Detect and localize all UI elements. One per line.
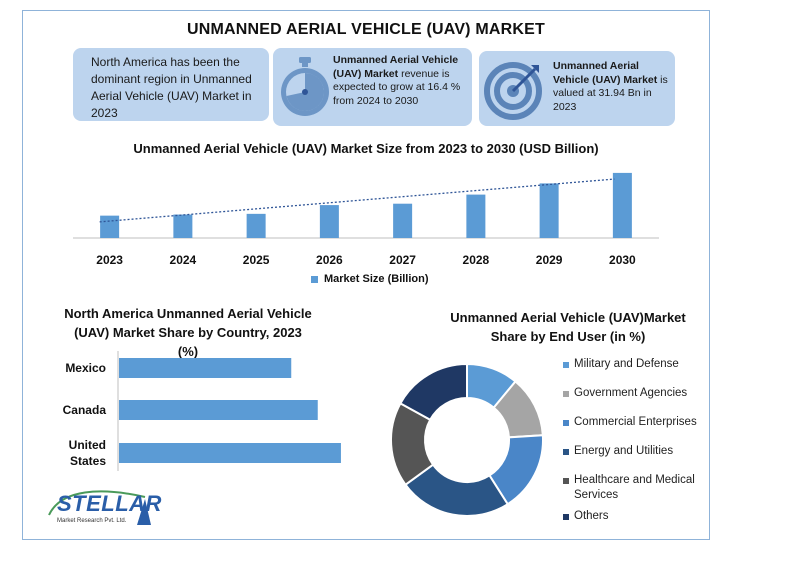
legend-label: Military and Defense bbox=[574, 358, 679, 370]
info-box-growth-text: Unmanned Aerial Vehicle (UAV) Market rev… bbox=[333, 54, 469, 108]
legend-swatch bbox=[563, 420, 569, 426]
info-box-region: North America has been the dominant regi… bbox=[73, 48, 269, 121]
bar-2024 bbox=[173, 214, 193, 238]
info-box-value-bold: Unmanned Aerial Vehicle (UAV) Market bbox=[553, 60, 658, 86]
legend-item: Commercial Enterprises bbox=[563, 415, 723, 430]
legend-label: Others bbox=[574, 510, 609, 522]
logo-subtext: Market Research Pvt. Ltd. bbox=[57, 518, 127, 524]
bar-2023 bbox=[100, 215, 120, 238]
y-tick-label: Mexico bbox=[65, 361, 106, 375]
x-tick-label: 2029 bbox=[536, 253, 563, 267]
page-title: UNMANNED AERIAL VEHICLE (UAV) MARKET bbox=[186, 21, 545, 38]
hbar-mexico bbox=[119, 358, 292, 378]
x-tick-label: 2023 bbox=[96, 253, 123, 267]
infographic-frame: UNMANNED AERIAL VEHICLE (UAV) MARKET Nor… bbox=[22, 10, 710, 540]
legend-label: Energy and Utilities bbox=[574, 445, 674, 457]
country-share-chart-title: North America Unmanned Aerial Vehicle (U… bbox=[64, 306, 312, 359]
bar-2025 bbox=[246, 213, 266, 238]
legend-label: Government Agencies bbox=[574, 387, 688, 399]
info-box-growth-rest: revenue is expected to grow at 16.4 % fr… bbox=[333, 67, 461, 107]
stellar-logo: STELLAR Market Research Pvt. Ltd. bbox=[41, 485, 161, 533]
legend-item: Government Agencies bbox=[563, 386, 723, 401]
info-box-region-text: North America has been the dominant regi… bbox=[91, 55, 252, 120]
legend-swatch bbox=[563, 478, 569, 484]
trend-line bbox=[99, 178, 615, 223]
bar-2027 bbox=[393, 203, 413, 238]
x-tick-label: 2028 bbox=[463, 253, 490, 267]
market-size-bar-chart: 2023 2024 2025 2026 2027 2028 2029 2030 bbox=[73, 172, 659, 267]
info-box-value-rest: is valued at 31.94 Bn in 2023 bbox=[553, 73, 668, 113]
legend-swatch bbox=[563, 449, 569, 455]
logo-swoosh-icon bbox=[48, 490, 151, 525]
y-tick-label: Canada bbox=[63, 403, 107, 417]
x-tick-label: 2024 bbox=[170, 253, 197, 267]
bar-2029 bbox=[539, 183, 559, 238]
x-tick-label: 2026 bbox=[316, 253, 343, 267]
legend-item: Military and Defense bbox=[563, 357, 723, 372]
x-tick-label: 2027 bbox=[389, 253, 416, 267]
stopwatch-icon bbox=[281, 57, 329, 116]
legend-swatch bbox=[563, 391, 569, 397]
legend-label: Healthcare and Medical Services bbox=[574, 474, 695, 501]
logo-text: STELLAR bbox=[57, 491, 162, 516]
x-tick-label: 2030 bbox=[609, 253, 636, 267]
legend-swatch bbox=[563, 362, 569, 368]
legend-swatch bbox=[311, 275, 318, 283]
legend-label: Commercial Enterprises bbox=[574, 416, 697, 428]
info-box-growth: Unmanned Aerial Vehicle (UAV) Market rev… bbox=[273, 48, 472, 126]
info-box-value: Unmanned Aerial Vehicle (UAV) Market is … bbox=[479, 51, 675, 126]
hbar-united-states bbox=[119, 443, 341, 463]
country-share-bar-chart: Mexico Canada United States bbox=[63, 351, 341, 471]
end-user-donut-chart bbox=[390, 362, 544, 517]
y-tick-label: United States bbox=[69, 438, 107, 468]
target-icon bbox=[484, 62, 542, 120]
legend-item: Healthcare and Medical Services bbox=[563, 473, 723, 503]
end-user-chart-title: Unmanned Aerial Vehicle (UAV)Market Shar… bbox=[450, 310, 686, 344]
info-box-growth-bold: Unmanned Aerial Vehicle (UAV) Market bbox=[333, 54, 459, 80]
market-size-legend: Market Size (Billion) bbox=[311, 273, 429, 285]
legend-item: Energy and Utilities bbox=[563, 444, 723, 459]
x-tick-label: 2025 bbox=[243, 253, 270, 267]
market-size-chart-title: Unmanned Aerial Vehicle (UAV) Market Siz… bbox=[133, 141, 599, 156]
legend-swatch bbox=[563, 514, 569, 520]
info-box-value-text: Unmanned Aerial Vehicle (UAV) Market is … bbox=[553, 60, 671, 114]
bar-2026 bbox=[319, 205, 339, 238]
bar-2028 bbox=[466, 194, 486, 238]
hbar-canada bbox=[119, 400, 318, 420]
donut-slice-others bbox=[399, 362, 468, 422]
legend-item: Others bbox=[563, 509, 723, 524]
bar-2030 bbox=[612, 172, 632, 238]
legend-label: Market Size (Billion) bbox=[324, 273, 429, 285]
